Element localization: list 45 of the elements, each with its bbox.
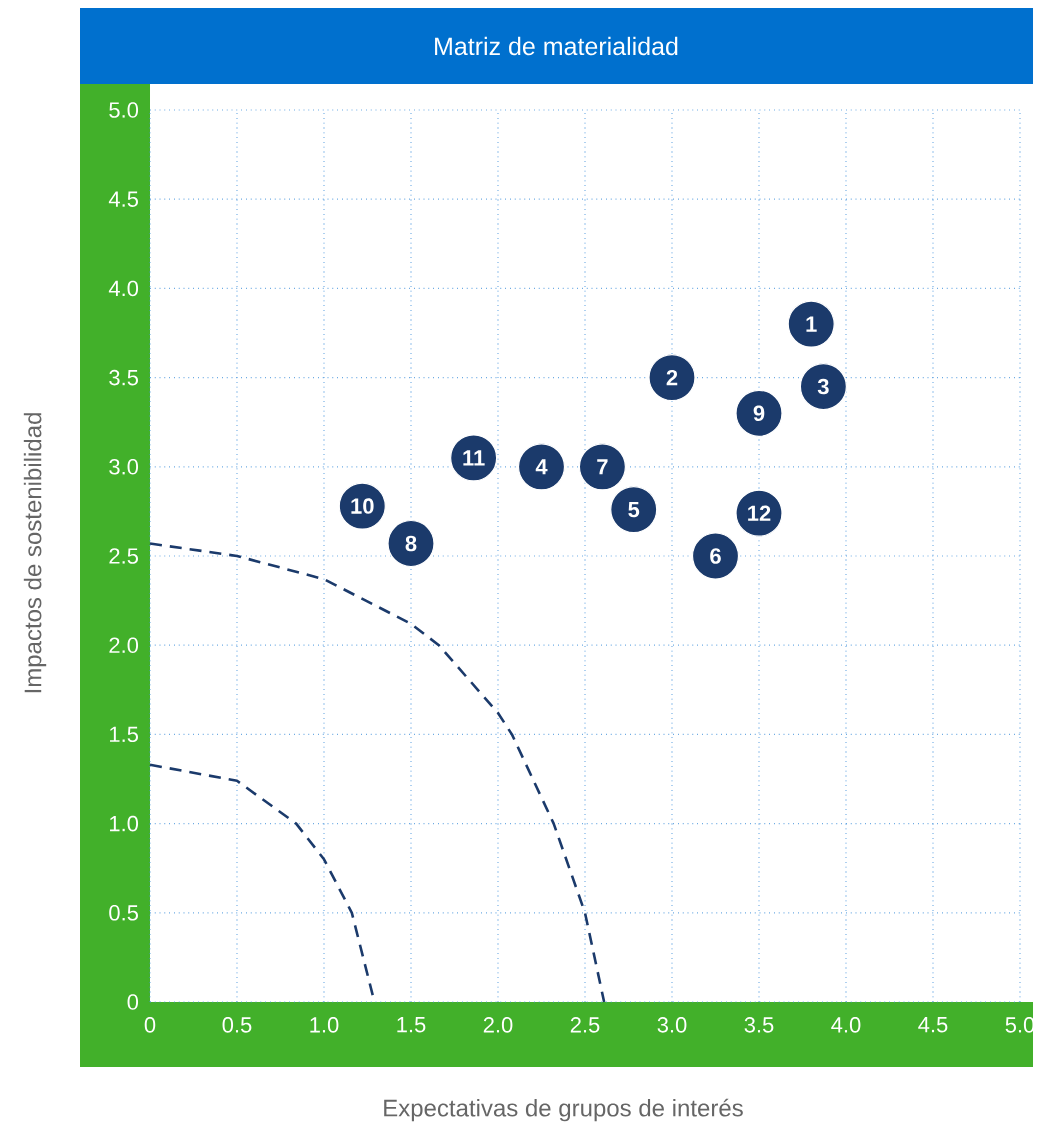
y-tick-label: 0 [127,994,139,1010]
annotation: 10 [351,498,374,514]
y-tick-label: 0.5 [109,905,138,921]
x-tick-label: 1.5 [397,1017,426,1033]
point [610,486,658,534]
y-axis-title: Impactos de sostenibilidad [23,413,47,693]
annotation: 3 [817,378,829,395]
annotation: 6 [710,548,721,564]
annotation: 8 [405,535,417,552]
x-tick-label: 4.0 [831,1017,861,1033]
point [578,443,626,491]
x-tick-label: 2.0 [483,1017,513,1033]
point [735,389,783,437]
x-tick-label: 3.0 [657,1017,687,1033]
annotation: 4 [535,459,548,475]
x-tick-label: 0 [144,1017,156,1033]
chart-title: Matriz de materialidad [435,36,678,56]
annotation: 12 [748,505,771,521]
point [799,362,847,411]
x-tick-label: 3.5 [744,1017,774,1033]
x-tick-label: 0.5 [222,1017,252,1033]
y-tick-label: 4.5 [108,191,138,207]
point [691,532,740,580]
x-tick-label: 1.0 [310,1017,339,1033]
annotation: 7 [597,459,608,475]
y-tick-label: 2.5 [109,548,138,564]
y-tick-label: 2.0 [109,637,139,653]
x-tick-label: 4.5 [918,1017,948,1033]
y-tick-label: 1.0 [110,815,139,832]
annotation: 1 [806,316,817,332]
point [787,300,835,348]
x-tick-label: 2.5 [570,1017,600,1033]
annotation: 11 [463,450,485,466]
annotation: 2 [666,369,678,386]
y-tick-label: 5.0 [109,102,139,118]
y-tick-label: 4.0 [108,280,139,297]
annotation: 9 [753,405,765,422]
y-tick-label: 1.5 [110,726,138,743]
x-axis-title: Expectativas de grupos de interés [384,1098,743,1122]
y-tick-label: 3.5 [109,369,138,386]
annotation: 5 [628,501,640,518]
point [387,519,435,568]
point [517,443,566,491]
point [648,354,696,402]
y-tick-label: 3.0 [109,459,139,475]
